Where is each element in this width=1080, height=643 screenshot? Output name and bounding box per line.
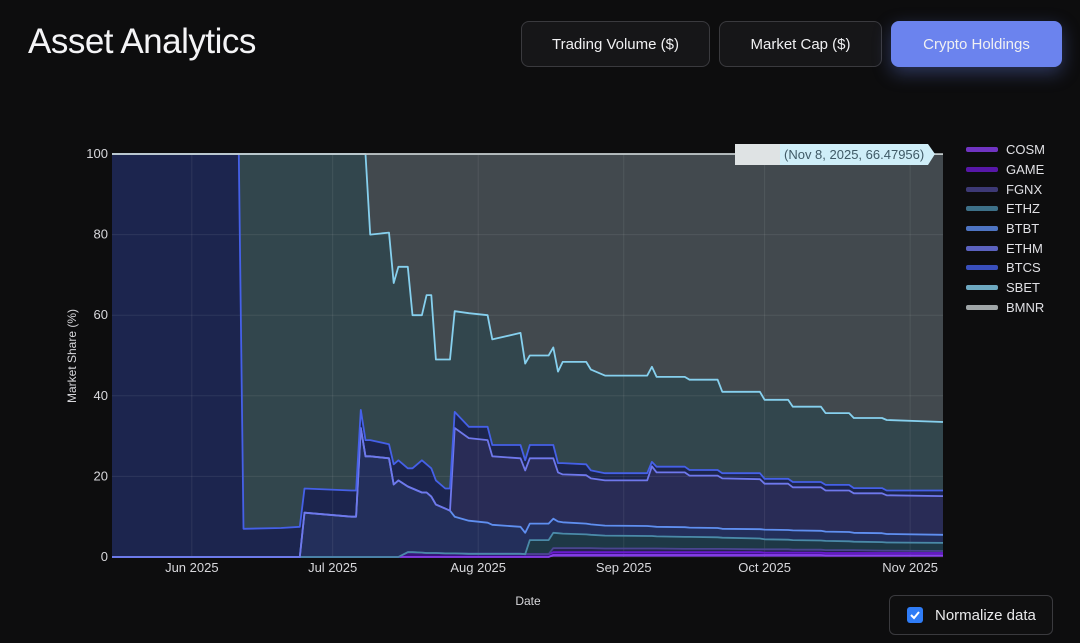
legend-swatch: [966, 206, 998, 212]
legend-label: ETHM: [1006, 240, 1043, 256]
legend-label: FGNX: [1006, 181, 1043, 197]
checkmark-icon: [910, 611, 920, 620]
legend-label: BTBT: [1006, 221, 1040, 237]
area-btcs: [112, 154, 943, 557]
legend-label: GAME: [1006, 162, 1045, 178]
legend-swatch: [966, 226, 998, 232]
line-ethm: [112, 427, 944, 558]
area-btbt: [112, 428, 943, 557]
tab-market-cap[interactable]: Market Cap ($): [719, 21, 882, 67]
y-tick-label: 80: [94, 227, 108, 242]
tab-trading-volume[interactable]: Trading Volume ($): [521, 21, 710, 67]
area-fgnx: [112, 548, 943, 557]
page-title: Asset Analytics: [28, 22, 256, 61]
line-btcs: [112, 153, 943, 530]
y-tick-label: 20: [94, 468, 108, 483]
y-tick-label: 100: [86, 146, 108, 161]
x-tick-label: Oct 2025: [738, 560, 791, 575]
x-tick-label: Nov 2025: [882, 560, 938, 575]
chart-legend: COSM GAME FGNX ETHZ BTBT ETHM BTCS SBET BMNR: [966, 140, 1045, 317]
x-tick-label: Aug 2025: [450, 560, 506, 575]
legend-swatch: [966, 186, 998, 192]
hover-tooltip-text: (Nov 8, 2025, 66.47956): [784, 147, 924, 162]
normalize-data-toggle[interactable]: Normalize data: [889, 595, 1053, 635]
x-tick-label: Sep 2025: [596, 560, 652, 575]
area-bmnr: [112, 154, 943, 422]
legend-label: BMNR: [1006, 299, 1045, 315]
tab-crypto-holdings[interactable]: Crypto Holdings: [891, 21, 1062, 67]
legend-item-fgnx[interactable]: FGNX: [966, 179, 1045, 199]
y-tick-label: 40: [94, 388, 108, 403]
legend-label: SBET: [1006, 280, 1040, 296]
legend-item-btbt[interactable]: BTBT: [966, 219, 1045, 239]
legend-item-btcs[interactable]: BTCS: [966, 258, 1045, 278]
area-ethm: [112, 428, 943, 557]
legend-swatch: [966, 304, 998, 310]
legend-item-ethz[interactable]: ETHZ: [966, 199, 1045, 219]
legend-label: COSM: [1006, 142, 1045, 158]
normalize-label: Normalize data: [935, 606, 1036, 624]
legend-swatch: [966, 285, 998, 291]
legend-swatch: [966, 147, 998, 153]
x-tick-label: Jun 2025: [165, 560, 219, 575]
line-ethz: [112, 531, 944, 558]
legend-swatch: [966, 167, 998, 173]
y-tick-label: 0: [101, 549, 108, 564]
y-axis-label: Market Share (%): [65, 309, 79, 403]
legend-item-bmnr[interactable]: BMNR: [966, 298, 1045, 318]
legend-swatch: [966, 265, 998, 271]
legend-item-sbet[interactable]: SBET: [966, 278, 1045, 298]
legend-swatch: [966, 245, 998, 251]
y-tick-label: 60: [94, 307, 108, 322]
hover-tooltip: (Nov 8, 2025, 66.47956): [735, 144, 935, 165]
normalize-checkbox[interactable]: [907, 607, 923, 623]
x-axis-label: Date: [515, 594, 541, 608]
legend-item-game[interactable]: GAME: [966, 160, 1045, 180]
legend-item-cosm[interactable]: COSM: [966, 140, 1045, 160]
legend-item-ethm[interactable]: ETHM: [966, 238, 1045, 258]
x-tick-label: Jul 2025: [308, 560, 357, 575]
area-sbet: [112, 154, 943, 529]
legend-label: ETHZ: [1006, 201, 1040, 217]
legend-label: BTCS: [1006, 260, 1041, 276]
